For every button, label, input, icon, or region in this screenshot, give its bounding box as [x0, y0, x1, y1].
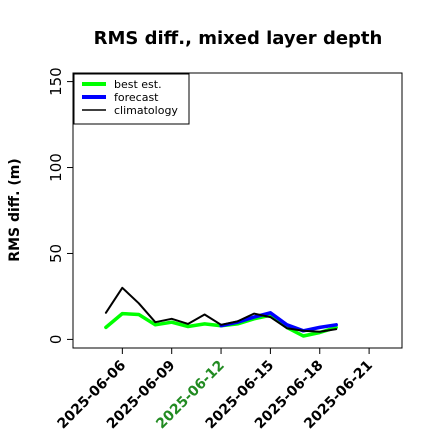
y-tick-label: 150 [47, 67, 65, 96]
y-tick-label: 50 [47, 244, 65, 263]
series-line-climatology [104, 286, 338, 333]
legend-label: forecast [114, 91, 159, 104]
y-tick-label: 100 [47, 153, 65, 182]
chart-title: RMS diff., mixed layer depth [94, 28, 383, 49]
y-tick-label: 0 [47, 335, 65, 345]
series-line-forecast [219, 311, 338, 333]
series-lines [104, 286, 338, 338]
plot-frame [72, 72, 403, 349]
legend-label: climatology [114, 104, 178, 117]
y-axis-label: RMS diff. (m) [7, 158, 23, 261]
legend-label: best est. [114, 78, 162, 91]
